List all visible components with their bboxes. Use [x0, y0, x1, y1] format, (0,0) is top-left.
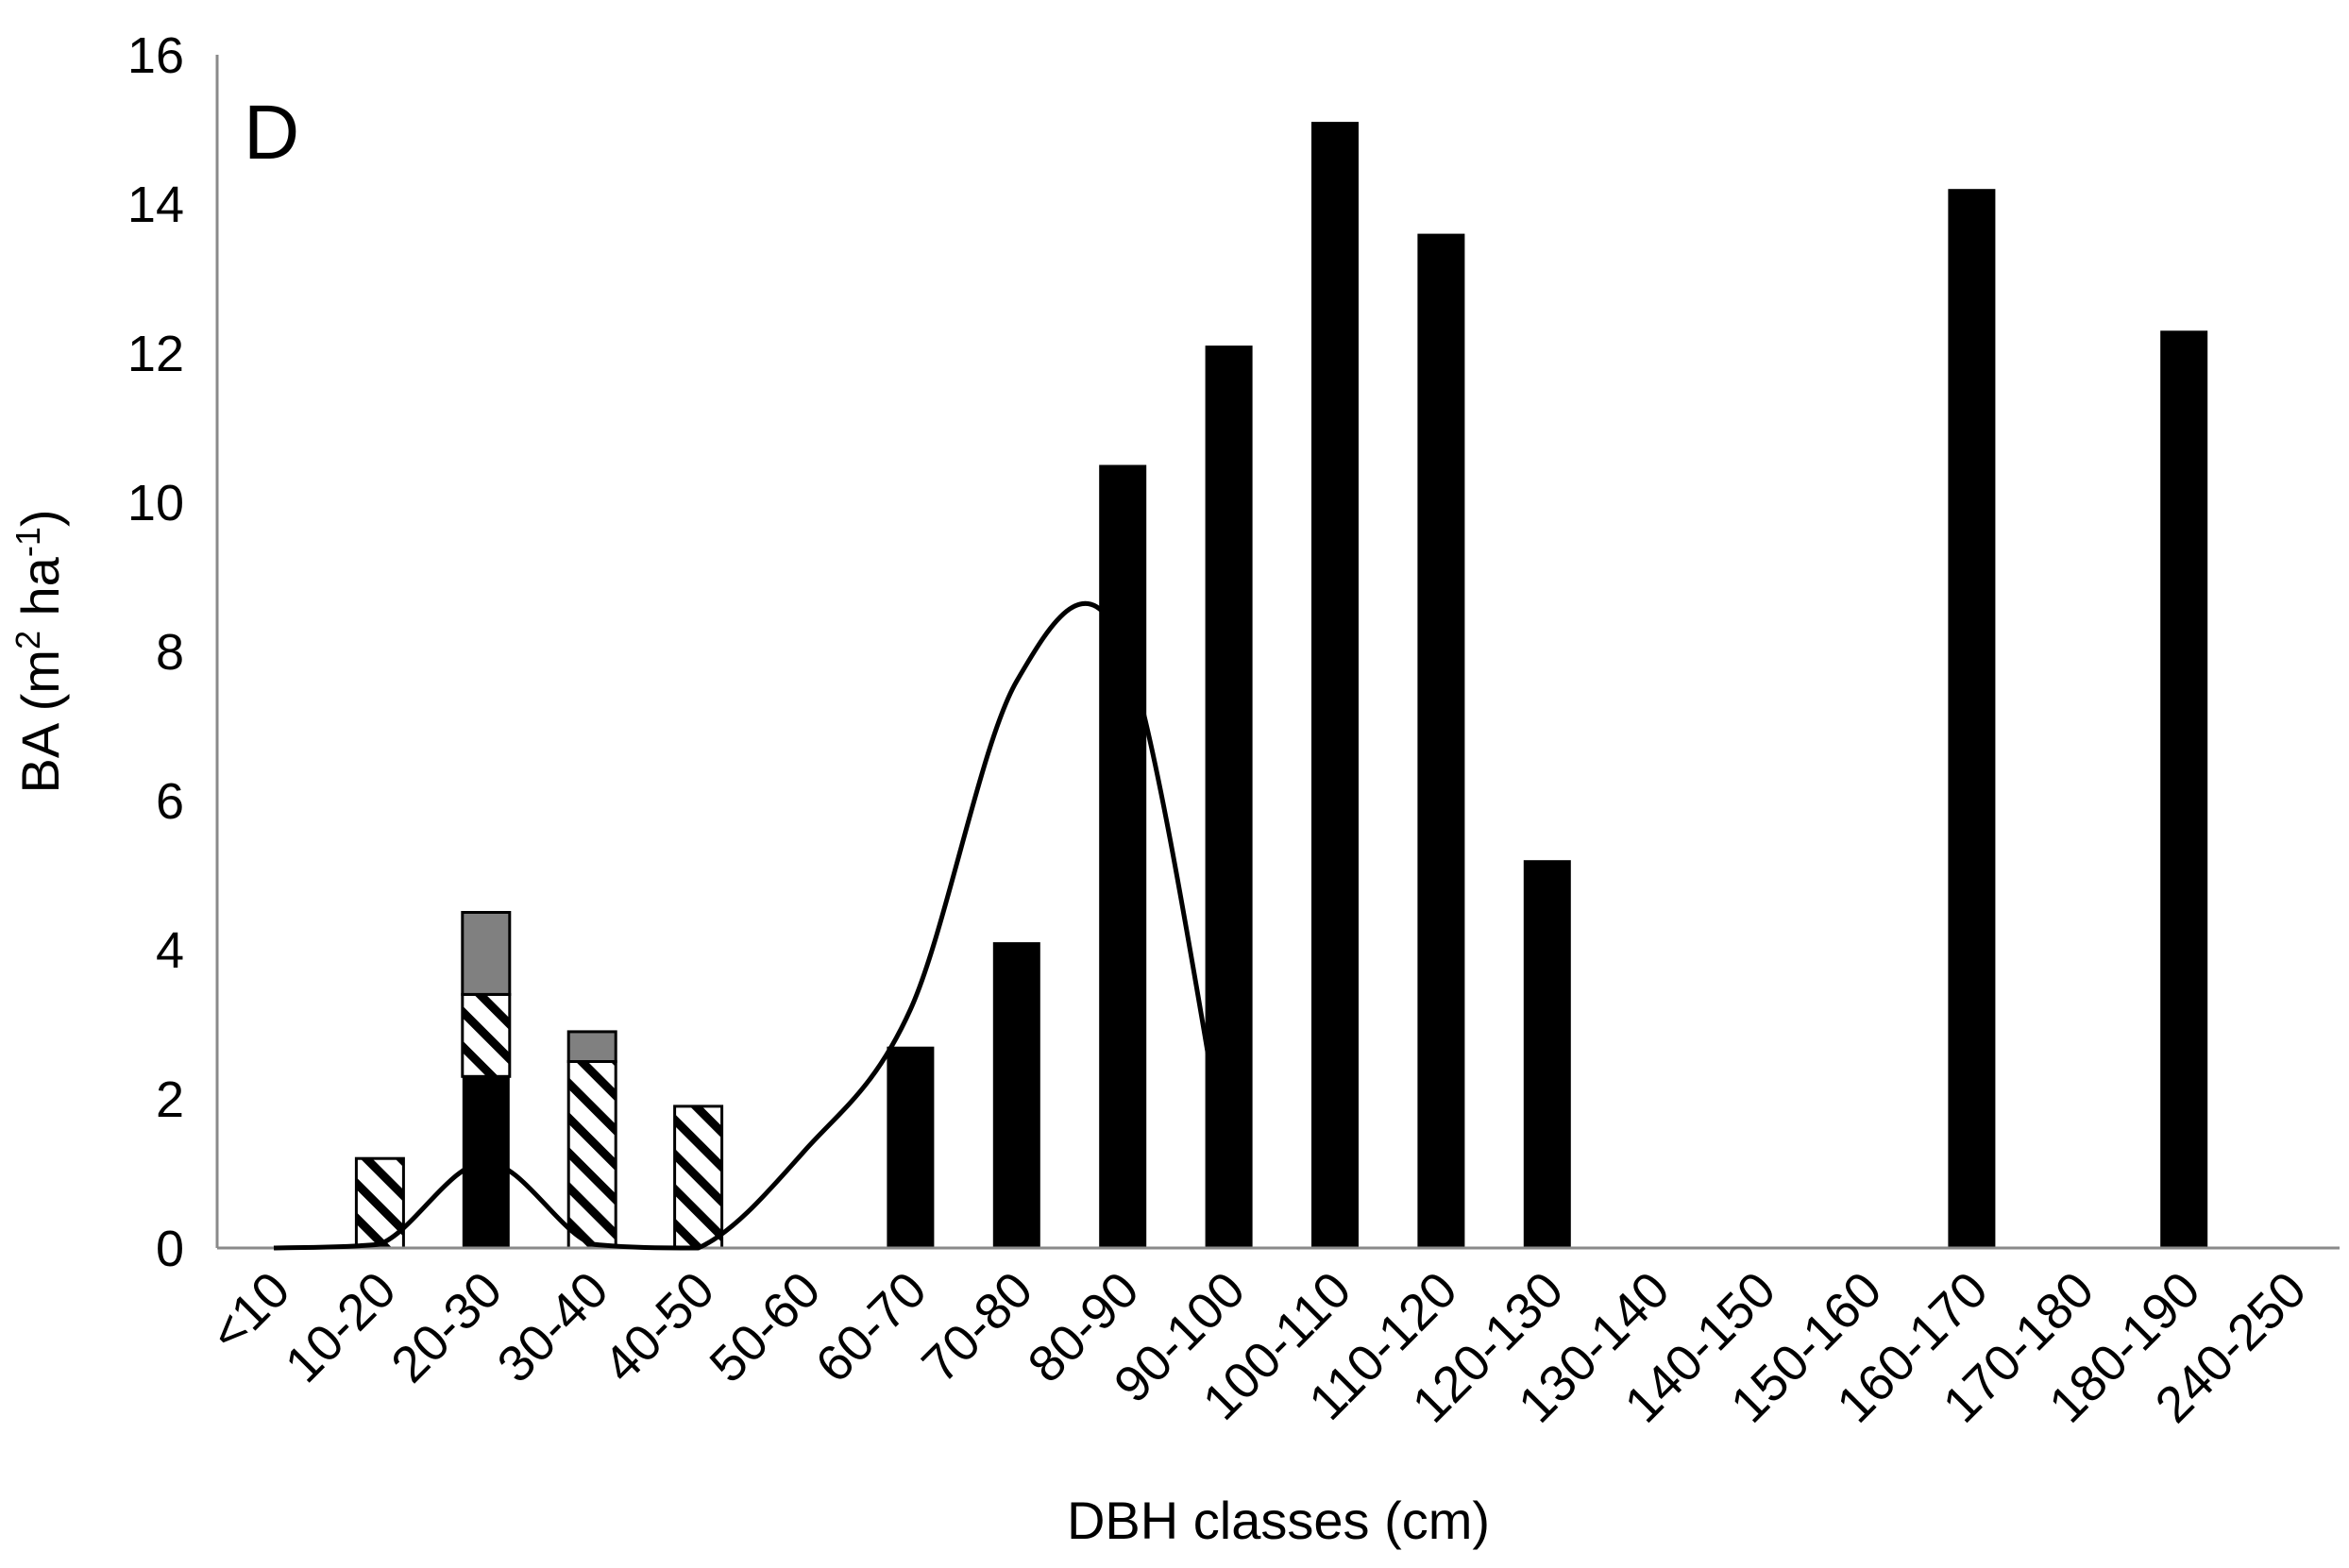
x-tick-label: 20-30 [380, 1261, 513, 1393]
bar-solid-black-10 [1311, 122, 1359, 1249]
x-tick-label: 40-50 [593, 1261, 725, 1393]
y-axis-title-mid: ha [10, 556, 70, 631]
axes-layer [215, 55, 2340, 1250]
bar-solid-gray-2 [461, 911, 512, 996]
y-axis-title-pre: BA (m [10, 649, 70, 793]
bar-solid-black-9 [1205, 346, 1253, 1249]
x-tick-label: 30-40 [487, 1261, 619, 1393]
y-axis-title-post: ) [10, 509, 70, 527]
y-tick-label: 2 [156, 1071, 184, 1128]
bar-solid-black-12 [1523, 860, 1571, 1248]
trend-line [273, 600, 1232, 1251]
bars-layer [354, 122, 2208, 1250]
y-tick-label: 0 [156, 1221, 184, 1277]
x-tick-labels: <1010-2020-3030-4040-5050-6060-7070-8080… [199, 1261, 2317, 1434]
bar-solid-black-11 [1417, 233, 1465, 1249]
x-tick-label: 50-60 [699, 1261, 831, 1393]
bar-solid-black-6 [887, 1046, 935, 1248]
y-axis-title-sup1: 2 [8, 631, 47, 649]
bar-solid-black-18 [2160, 330, 2208, 1248]
bar-solid-black-8 [1099, 464, 1147, 1248]
bar-solid-black-16 [1948, 189, 1996, 1249]
x-tick-label: 70-80 [911, 1261, 1043, 1393]
bar-hatched-4 [673, 1104, 724, 1250]
bar-hatched-3 [566, 1060, 617, 1250]
y-axis-title: BA (m2 ha-1) [8, 509, 70, 793]
y-tick-label: 12 [127, 326, 184, 382]
y-tick-labels: 0 2 4 6 8 10 12 14 16 [127, 27, 184, 1277]
bar-solid-gray-3 [566, 1030, 617, 1064]
bar-solid-black-7 [992, 942, 1040, 1248]
y-tick-label: 10 [127, 475, 184, 531]
x-tick-label: 10-20 [275, 1261, 407, 1393]
x-axis-title: DBH classes (cm) [1067, 1491, 1490, 1550]
y-tick-label: 4 [156, 922, 184, 979]
y-tick-label: 16 [127, 27, 184, 84]
panel-label: D [244, 90, 299, 176]
y-tick-label: 8 [156, 624, 184, 681]
bar-hatched-2 [461, 992, 512, 1078]
y-tick-label: 14 [127, 177, 184, 233]
y-axis-title-sup2: -1 [8, 527, 47, 557]
x-tick-label: 60-70 [805, 1261, 938, 1393]
y-tick-label: 6 [156, 773, 184, 830]
